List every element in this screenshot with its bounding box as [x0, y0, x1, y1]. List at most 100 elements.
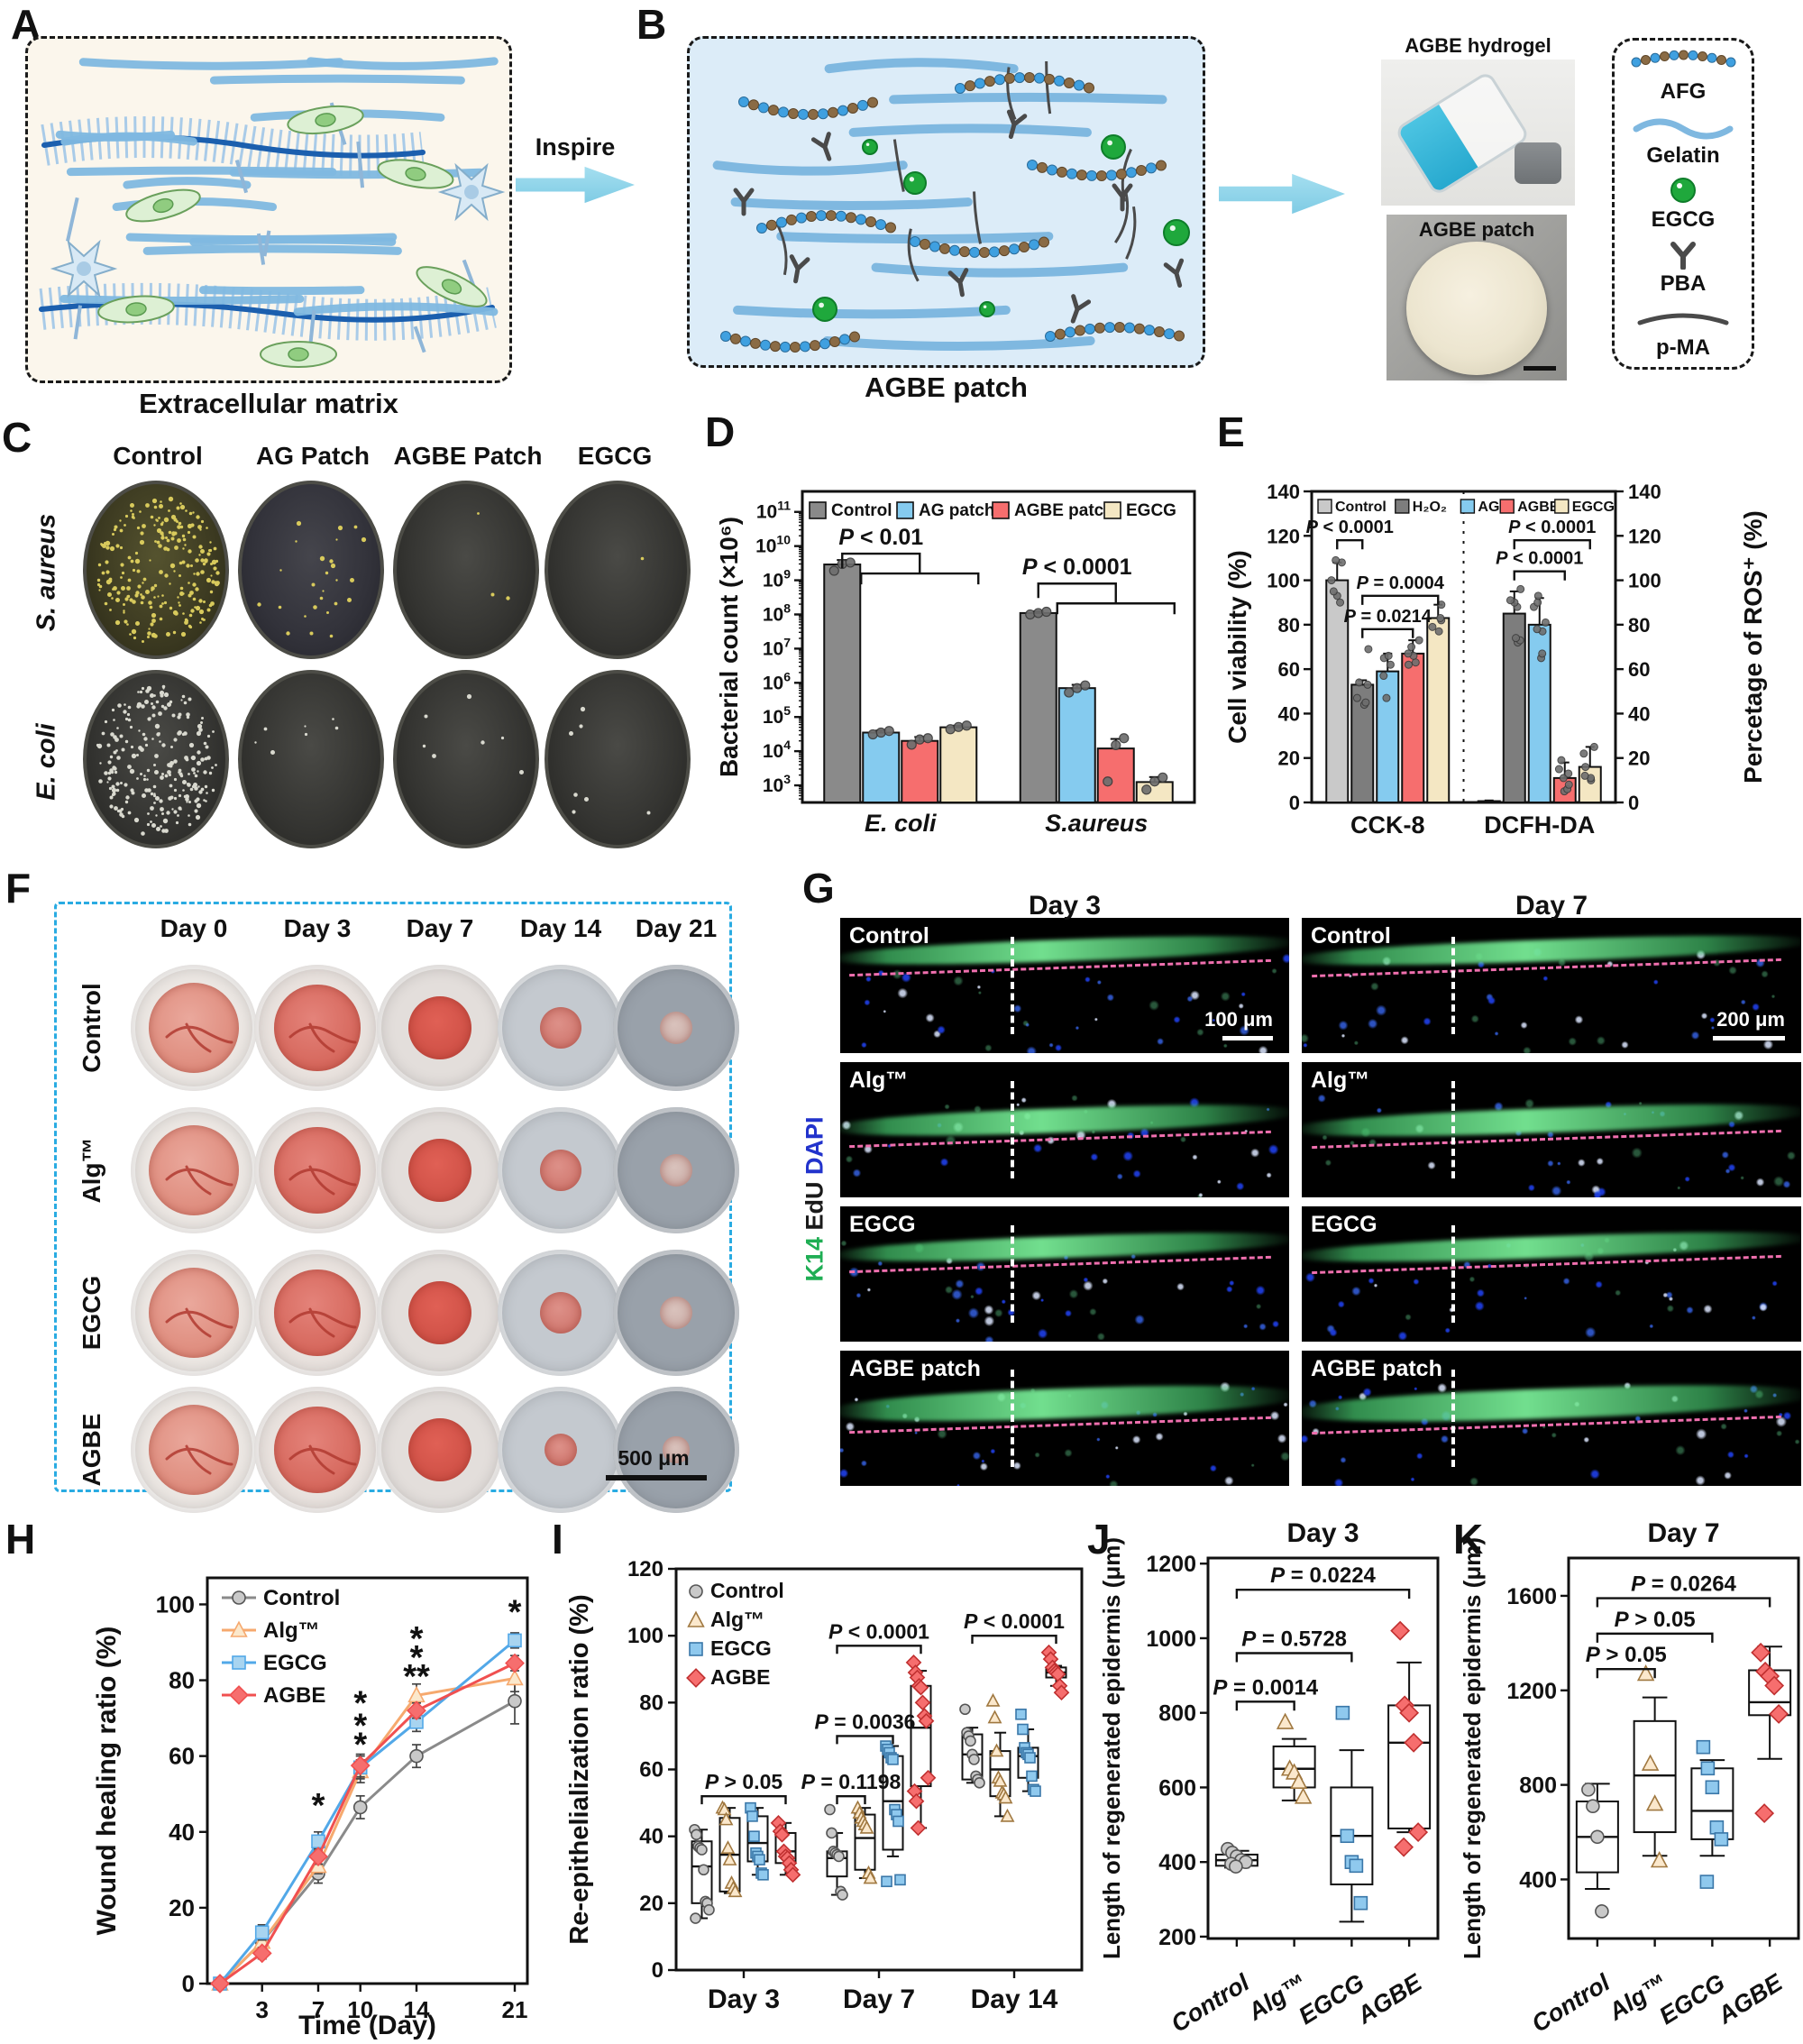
svg-text:0: 0 — [182, 1970, 195, 1997]
svg-text:120: 120 — [1267, 525, 1300, 547]
green-ball-icon — [1670, 178, 1696, 203]
svg-text:104: 104 — [763, 738, 791, 762]
patch-disc — [1406, 242, 1547, 375]
svg-text:P < 0.0001: P < 0.0001 — [964, 1609, 1065, 1633]
micrograph: Control 100 μm — [840, 918, 1289, 1053]
svg-text:EGCG: EGCG — [1572, 500, 1615, 515]
wound-photo — [498, 1107, 624, 1233]
wound-photo — [613, 1250, 739, 1376]
svg-text:20: 20 — [1278, 747, 1300, 770]
svg-text:AG: AG — [1478, 500, 1499, 515]
wound-photo — [131, 965, 257, 1091]
micrograph-label: AGBE patch — [849, 1356, 981, 1381]
svg-text:*: * — [410, 1639, 424, 1677]
svg-text:100: 100 — [156, 1590, 195, 1618]
svg-text:EGCG: EGCG — [710, 1636, 772, 1660]
y-shape-icon — [1670, 242, 1696, 270]
wound-photo — [613, 965, 739, 1091]
micrograph: EGCG — [840, 1206, 1289, 1342]
svg-text:60: 60 — [1628, 658, 1650, 681]
wound-photo — [254, 1387, 380, 1513]
petri-plate — [393, 481, 539, 659]
svg-text:Alg™: Alg™ — [710, 1608, 764, 1631]
svg-text:*: * — [410, 1620, 424, 1658]
wound-photo — [254, 1107, 380, 1233]
svg-text:20: 20 — [169, 1894, 195, 1921]
wound-row-label: Control — [78, 983, 105, 1073]
micrograph-label: Control — [1311, 923, 1391, 949]
wound-row-label: EGCG — [78, 1275, 105, 1351]
svg-text:AG patch: AG patch — [919, 501, 994, 520]
result-arrow-icon — [1219, 173, 1345, 215]
svg-text:EGCG: EGCG — [263, 1651, 327, 1675]
svg-text:Time (Day): Time (Day) — [298, 2011, 436, 2040]
legend-item-label: p-MA — [1656, 335, 1710, 360]
svg-text:40: 40 — [1278, 702, 1300, 725]
micrograph: EGCG — [1302, 1206, 1801, 1342]
panel-b-caption: AGBE patch — [865, 371, 1028, 403]
svg-text:P < 0.01: P < 0.01 — [838, 525, 923, 550]
svg-text:P > 0.05: P > 0.05 — [705, 1770, 783, 1793]
wound-photo — [377, 965, 503, 1091]
wound-row-label: Alg™ — [78, 1137, 105, 1204]
svg-text:60: 60 — [169, 1743, 195, 1770]
curve-line-icon — [1637, 313, 1729, 325]
panel-f-label: F — [5, 865, 32, 912]
svg-text:P < 0.0001: P < 0.0001 — [1508, 518, 1596, 537]
svg-text:P = 0.0214: P = 0.0214 — [1344, 607, 1432, 627]
plate-row-label: S. aureus — [32, 513, 61, 632]
bead-chain-icon — [1631, 50, 1736, 68]
svg-text:Day 7: Day 7 — [843, 1984, 915, 2014]
cell-viability-ros-chart: 0 0 20 20 40 40 60 60 80 80 100 100 120 120 140 140 CCK-… — [1223, 481, 1767, 839]
svg-text:Re-epithelialization ratio (%): Re-epithelialization ratio (%) — [565, 1594, 594, 1944]
inspire-arrow-icon — [516, 166, 635, 204]
svg-text:7: 7 — [312, 1996, 325, 2023]
panel-a-caption: Extracellular matrix — [139, 388, 398, 419]
agbe-network-illustration — [712, 58, 1190, 353]
svg-text:EGCG: EGCG — [1294, 1969, 1368, 2030]
micrograph-label: EGCG — [1311, 1212, 1377, 1237]
plate-column-header: AG Patch — [255, 442, 371, 470]
wound-photo — [377, 1387, 503, 1513]
svg-text:106: 106 — [763, 669, 791, 693]
svg-text:80: 80 — [1628, 614, 1650, 637]
wound-column-header: Day 7 — [406, 914, 474, 942]
svg-text:P < 0.0001: P < 0.0001 — [1306, 518, 1394, 537]
wound-photo — [254, 1250, 380, 1376]
svg-text:*: * — [508, 1593, 522, 1631]
legend-item-pba: PBA — [1629, 239, 1737, 297]
svg-text:Control: Control — [263, 1586, 340, 1610]
svg-text:1200: 1200 — [1146, 1552, 1196, 1577]
svg-text:P < 0.0001: P < 0.0001 — [1496, 549, 1583, 569]
svg-text:100: 100 — [1628, 570, 1661, 592]
svg-text:103: 103 — [763, 772, 791, 796]
svg-text:P = 0.0004: P = 0.0004 — [1357, 573, 1445, 593]
svg-text:21: 21 — [502, 1996, 528, 2023]
panel-h-label: H — [5, 1516, 36, 1563]
svg-text:1200: 1200 — [1506, 1679, 1557, 1704]
legend-item-label: PBA — [1660, 271, 1707, 296]
svg-text:DCFH-DA: DCFH-DA — [1484, 811, 1595, 839]
svg-text:P > 0.05: P > 0.05 — [1586, 1643, 1667, 1667]
svg-text:AGBE: AGBE — [710, 1665, 770, 1689]
vial-cap — [1515, 142, 1561, 184]
svg-text:60: 60 — [1278, 658, 1300, 681]
svg-text:Control: Control — [1167, 1968, 1255, 2038]
svg-text:EGCG: EGCG — [1126, 501, 1176, 520]
micrograph: Control 200 μm — [1302, 918, 1801, 1053]
micrograph: Alg™ — [1302, 1062, 1801, 1197]
svg-text:1600: 1600 — [1506, 1584, 1557, 1609]
petri-plate — [238, 481, 384, 659]
svg-text:80: 80 — [639, 1691, 664, 1715]
svg-text:Length of regenerated epidermi: Length of regenerated epidermis (μm) — [1459, 1537, 1486, 1959]
ecm-illustration — [39, 57, 506, 368]
micrograph-label: Alg™ — [1311, 1068, 1370, 1093]
svg-text:1000: 1000 — [1146, 1627, 1196, 1652]
wound-column-header: Day 3 — [283, 914, 352, 942]
petri-plate — [393, 670, 539, 848]
panel-c-label: C — [2, 414, 32, 461]
panel-g-label: G — [802, 865, 835, 912]
micrograph: AGBE patch — [840, 1351, 1289, 1486]
legend-item-afg: AFG — [1629, 47, 1737, 105]
